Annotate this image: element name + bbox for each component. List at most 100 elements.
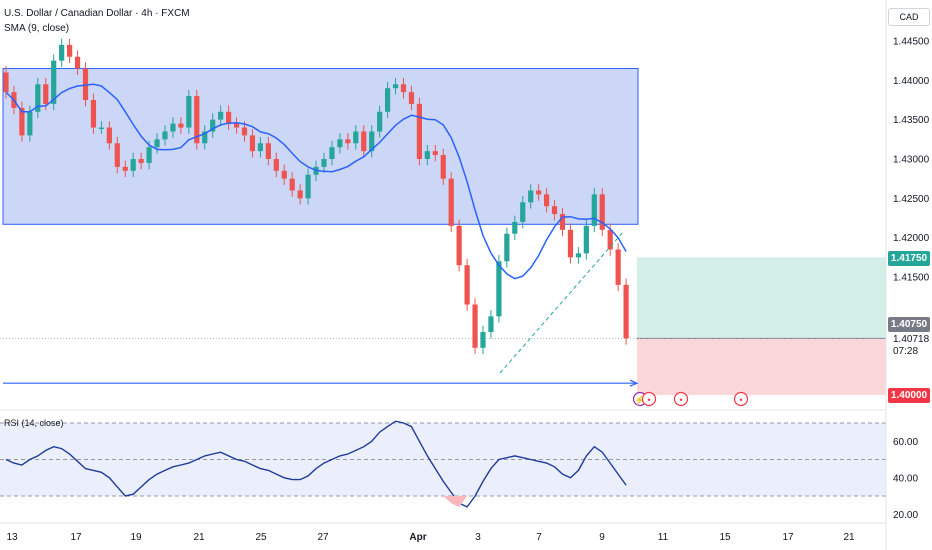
price-tick-label: 1.41500 bbox=[893, 272, 930, 283]
candle-body bbox=[472, 304, 478, 348]
candle-body bbox=[400, 84, 407, 93]
candle-body bbox=[345, 139, 351, 144]
price-tick-label: 1.43500 bbox=[893, 115, 930, 126]
candle-body bbox=[273, 158, 279, 171]
candle-body bbox=[98, 127, 104, 130]
candle-body bbox=[591, 194, 597, 226]
time-tick-label: 13 bbox=[6, 532, 18, 543]
candle-body bbox=[122, 166, 128, 171]
candle-body bbox=[19, 107, 25, 136]
candle-body bbox=[329, 147, 335, 159]
candle-body bbox=[297, 190, 303, 199]
price-tick-label: 1.44000 bbox=[893, 76, 930, 87]
candle-body bbox=[210, 119, 216, 132]
candle-body bbox=[186, 96, 192, 128]
candle-body bbox=[599, 194, 605, 230]
candle-body bbox=[559, 214, 566, 230]
candle-body bbox=[583, 225, 589, 254]
candle-body bbox=[337, 139, 343, 148]
candle-body bbox=[607, 229, 613, 250]
candle-body bbox=[90, 99, 97, 128]
candle-body bbox=[257, 143, 263, 152]
candle-body bbox=[281, 170, 287, 179]
candle-body bbox=[170, 123, 176, 132]
rsi-tick-label: 20.00 bbox=[893, 510, 918, 521]
candle-body bbox=[488, 316, 494, 333]
candle-body bbox=[623, 284, 629, 339]
rsi-tick-label: 40.00 bbox=[893, 473, 918, 484]
candle-body bbox=[496, 261, 502, 317]
currency-selector[interactable]: CAD bbox=[888, 8, 930, 26]
current-price-tag: 1.40750 bbox=[888, 317, 930, 332]
candle-body bbox=[432, 151, 438, 156]
candle-body bbox=[416, 103, 422, 159]
candle-body bbox=[226, 111, 232, 124]
chart-title: U.S. Dollar / Canadian Dollar · 4h · FXC… bbox=[4, 8, 190, 19]
price-tick-label: 1.44500 bbox=[893, 36, 930, 47]
candle-body bbox=[178, 123, 184, 128]
candle-body bbox=[575, 253, 581, 258]
candle-body bbox=[544, 194, 550, 207]
rsi-line bbox=[5, 420, 627, 508]
time-tick-label: 17 bbox=[70, 532, 82, 543]
candle-body bbox=[369, 131, 375, 152]
candle-body bbox=[289, 178, 295, 191]
candle-body bbox=[35, 84, 41, 112]
candle-body bbox=[385, 88, 391, 112]
candle-body bbox=[146, 147, 152, 163]
candle-body bbox=[249, 135, 256, 152]
time-tick-label: 25 bbox=[255, 532, 267, 543]
candle-body bbox=[43, 84, 49, 104]
candle-body bbox=[106, 127, 112, 144]
candle-body bbox=[504, 233, 510, 262]
rsi-indicator-label: RSI (14, close) bbox=[4, 418, 64, 428]
svg-text:•: • bbox=[679, 395, 682, 405]
candle-body bbox=[424, 151, 430, 159]
time-tick-label: 7 bbox=[536, 532, 542, 543]
us-flag-icon[interactable]: • bbox=[641, 391, 657, 407]
svg-text:•: • bbox=[739, 395, 742, 405]
ca-flag-icon[interactable]: • bbox=[733, 391, 749, 407]
candle-body bbox=[512, 221, 518, 234]
candle-body bbox=[480, 332, 486, 348]
rsi-oversold-fill bbox=[443, 496, 468, 507]
stop-price-tag: 1.40000 bbox=[888, 388, 930, 403]
time-tick-label: 15 bbox=[719, 532, 731, 543]
time-tick-label: 27 bbox=[317, 532, 329, 543]
candle-body bbox=[3, 72, 9, 93]
candle-body bbox=[536, 190, 542, 195]
candle-body bbox=[138, 158, 144, 163]
support-ray-arrow bbox=[629, 379, 639, 387]
time-tick-label: 17 bbox=[782, 532, 794, 543]
candle-body bbox=[27, 111, 33, 136]
loss-zone bbox=[637, 338, 886, 395]
candle-body bbox=[202, 131, 208, 144]
indicator-label: SMA (9, close) bbox=[4, 23, 70, 34]
candle-body bbox=[353, 131, 359, 144]
candle-body bbox=[392, 84, 399, 89]
candle-body bbox=[456, 225, 462, 266]
last-price-label: 1.40718 bbox=[893, 334, 930, 345]
svg-text:⚡: ⚡ bbox=[634, 394, 645, 406]
trend-line[interactable] bbox=[499, 230, 625, 374]
time-tick-label: 21 bbox=[193, 532, 205, 543]
candle-body bbox=[218, 111, 224, 120]
sma-line bbox=[5, 83, 627, 280]
profit-zone bbox=[637, 257, 886, 339]
candle-body bbox=[615, 249, 621, 285]
candle-body bbox=[377, 111, 383, 132]
candle-body bbox=[162, 131, 168, 140]
candle-body bbox=[194, 96, 200, 144]
svg-text:•: • bbox=[647, 395, 650, 405]
candle-body bbox=[265, 143, 271, 159]
candle-body bbox=[567, 229, 574, 258]
candle-body bbox=[82, 68, 89, 100]
us-flag-icon[interactable]: • bbox=[673, 391, 689, 407]
rsi-tick-label: 60.00 bbox=[893, 437, 918, 448]
time-tick-label: 21 bbox=[843, 532, 855, 543]
range-box bbox=[2, 68, 639, 225]
price-tick-label: 1.42500 bbox=[893, 194, 930, 205]
time-tick-label: 11 bbox=[658, 532, 669, 543]
candle-body bbox=[59, 44, 65, 61]
